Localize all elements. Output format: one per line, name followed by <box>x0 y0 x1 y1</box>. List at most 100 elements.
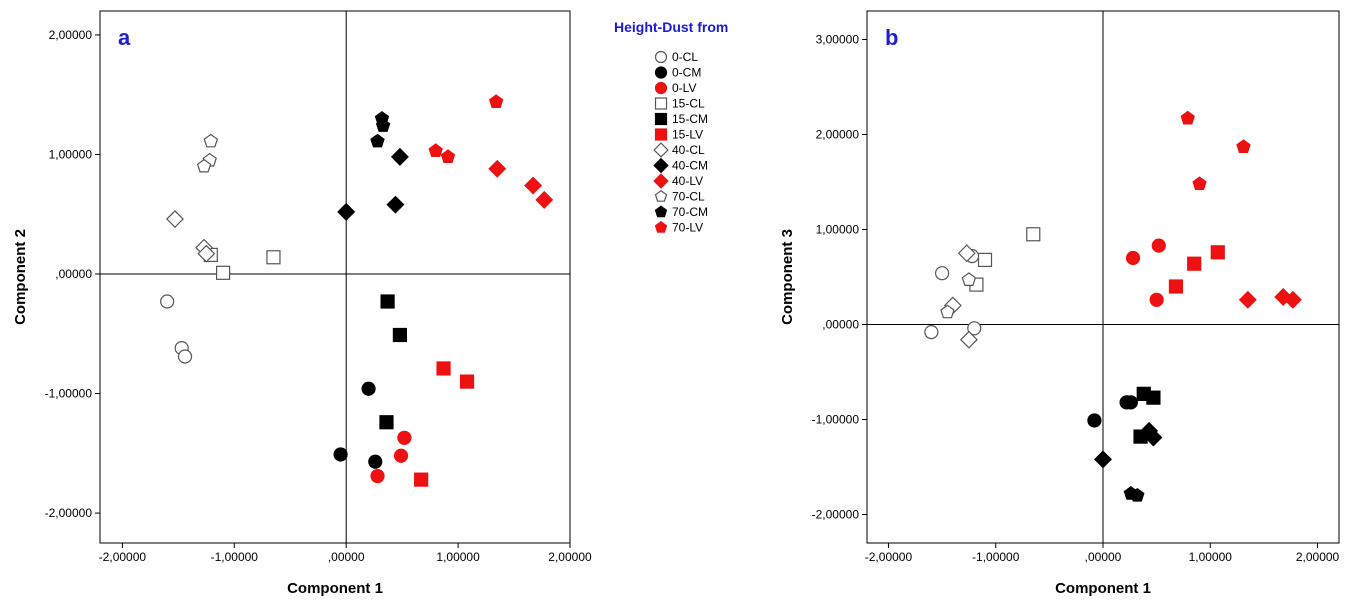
data-point-15-lv <box>1187 256 1202 271</box>
legend-label: 15-LV <box>672 128 703 142</box>
data-point-40-lv <box>535 190 554 209</box>
x-tick-label: 2,00000 <box>1296 550 1340 564</box>
data-point-40-cm <box>337 202 356 221</box>
y-tick-label: 2,00000 <box>816 128 860 142</box>
data-point-70-lv <box>1236 139 1251 153</box>
y-tick-label: -1,00000 <box>45 387 93 401</box>
data-point-70-lv <box>428 143 443 157</box>
data-point-0-lv <box>393 448 409 463</box>
y-tick-label: 2,00000 <box>49 28 93 42</box>
legend-item-70-lv: 70-LV <box>654 221 703 235</box>
data-point-0-cl <box>160 294 175 309</box>
legend-label: 40-CM <box>672 159 708 173</box>
y-tick-label: ,00000 <box>822 318 859 332</box>
data-point-70-cm <box>375 118 391 132</box>
data-point-15-cm <box>392 327 408 343</box>
data-point-70-cl <box>203 133 219 148</box>
data-point-40-lv <box>1238 290 1257 309</box>
x-tick-label: -1,00000 <box>211 550 259 564</box>
data-point-70-cl <box>961 272 977 286</box>
legend-label: 70-CM <box>672 205 708 219</box>
legend-marker-15-cl <box>654 97 668 110</box>
legend-item-15-cm: 15-CM <box>654 112 708 126</box>
y-axis-label: Component 3 <box>779 229 796 325</box>
legend-marker-70-cm <box>654 205 668 218</box>
legend-label: 70-LV <box>672 221 703 235</box>
y-tick-label: 1,00000 <box>49 147 93 161</box>
plot-frame <box>99 10 571 544</box>
legend-label: 40-LV <box>672 174 703 188</box>
panel-label: a <box>118 25 131 50</box>
data-point-40-lv <box>488 159 507 178</box>
legend-marker-40-cl <box>653 142 669 158</box>
y-tick-label: -2,00000 <box>45 506 93 520</box>
data-point-15-lv <box>436 361 451 376</box>
data-point-15-cl <box>1026 227 1041 242</box>
data-point-70-cl <box>196 158 212 173</box>
data-point-0-cm <box>333 447 348 462</box>
legend-label: 15-CM <box>672 112 708 126</box>
data-point-0-lv <box>1151 238 1166 253</box>
data-point-70-lv <box>488 94 504 109</box>
data-point-15-cm <box>1146 390 1161 405</box>
data-point-0-lv <box>370 468 385 484</box>
data-point-15-cm <box>380 294 395 309</box>
data-point-40-lv <box>1283 290 1302 309</box>
x-tick-label: 2,00000 <box>548 550 592 564</box>
data-point-0-cm <box>1123 395 1138 410</box>
data-point-15-cl <box>266 250 281 265</box>
x-tick-label: ,00000 <box>328 550 365 564</box>
legend-item-40-lv: 40-LV <box>653 173 703 189</box>
data-point-0-lv <box>1149 292 1164 307</box>
data-point-40-cl <box>957 244 976 263</box>
data-point-15-lv <box>459 374 475 389</box>
x-tick-label: ,00000 <box>1085 550 1122 564</box>
data-point-40-cm <box>386 195 405 214</box>
y-tick-label: 3,00000 <box>816 33 860 47</box>
data-point-40-cm <box>1094 450 1112 469</box>
data-point-0-cl <box>934 266 950 281</box>
data-point-40-cl <box>959 330 978 349</box>
x-tick-label: -1,00000 <box>972 550 1020 564</box>
data-point-40-cl <box>197 244 216 263</box>
legend-item-0-cl: 0-CL <box>654 50 698 64</box>
y-tick-label: ,00000 <box>55 267 92 281</box>
legend-marker-0-lv <box>654 81 668 95</box>
x-tick-label: 1,00000 <box>436 550 480 564</box>
legend-title: Height-Dust from <box>614 19 728 35</box>
data-point-15-cl <box>977 252 993 267</box>
legend-item-40-cl: 40-CL <box>653 142 705 158</box>
data-point-0-cm <box>1087 413 1102 428</box>
data-point-70-lv <box>1180 110 1195 125</box>
legend-marker-15-lv <box>654 128 668 141</box>
legend-label: 0-CM <box>672 66 701 80</box>
legend-item-0-cm: 0-CM <box>654 66 701 80</box>
x-tick-label: -2,00000 <box>99 550 147 564</box>
data-point-70-lv <box>440 149 456 163</box>
legend-marker-15-cm <box>654 112 668 126</box>
data-point-15-cl <box>215 265 231 280</box>
legend-item-15-cl: 15-CL <box>654 97 705 111</box>
data-point-40-lv <box>524 176 543 195</box>
legend-marker-0-cl <box>654 50 668 64</box>
data-point-40-cm <box>390 147 409 166</box>
legend-marker-0-cm <box>654 66 668 79</box>
scatter-plot-b: -2,00000 -1,00000 ,00000 1,00000 2,00000 -2,0… <box>779 10 1340 597</box>
data-point-40-cl <box>166 210 184 228</box>
panel-label: b <box>885 25 898 50</box>
y-tick-label: 1,00000 <box>816 223 860 237</box>
data-point-70-cm <box>370 133 385 148</box>
data-point-15-lv <box>1168 279 1184 294</box>
data-point-15-lv <box>414 472 429 487</box>
legend-item-40-cm: 40-CM <box>653 157 708 174</box>
x-axis-label: Component 1 <box>287 580 383 597</box>
data-point-0-cm <box>368 454 383 469</box>
data-point-0-cm <box>361 381 376 396</box>
y-tick-label: -2,00000 <box>812 508 860 522</box>
legend-label: 40-CL <box>672 143 705 157</box>
data-point-15-cm <box>379 415 394 430</box>
y-axis-label: Component 2 <box>12 229 29 325</box>
y-tick-label: -1,00000 <box>812 413 860 427</box>
